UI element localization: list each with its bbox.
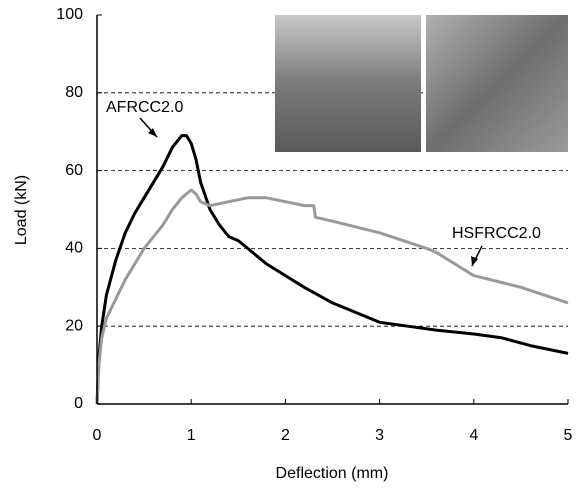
x-tick-label: 5 <box>564 427 573 444</box>
y-tick-label: 0 <box>74 395 83 412</box>
series-line <box>95 188 569 405</box>
y-tick-label: 20 <box>65 317 83 334</box>
photo <box>426 15 568 152</box>
x-tick-label: 1 <box>187 427 196 444</box>
y-tick-label: 80 <box>65 84 83 101</box>
x-tick-label: 2 <box>281 427 290 444</box>
annotation-arrow <box>148 128 157 137</box>
x-tick-label: 3 <box>375 427 384 444</box>
y-tick-label: 100 <box>56 6 83 23</box>
annotation-arrow <box>471 256 478 266</box>
y-tick-label: 60 <box>65 162 83 179</box>
y-tick-label: 40 <box>65 240 83 257</box>
x-axis-label: Deflection (mm) <box>276 465 389 482</box>
x-tick-label: 4 <box>469 427 478 444</box>
x-tick-label: 0 <box>93 427 102 444</box>
series-line <box>95 134 569 405</box>
photo <box>275 15 421 152</box>
annotation: AFRCC2.0 <box>106 99 183 116</box>
plot <box>95 134 569 405</box>
y-axis-label: Load (kN) <box>13 175 30 245</box>
annotation: HSFRCC2.0 <box>452 225 541 242</box>
